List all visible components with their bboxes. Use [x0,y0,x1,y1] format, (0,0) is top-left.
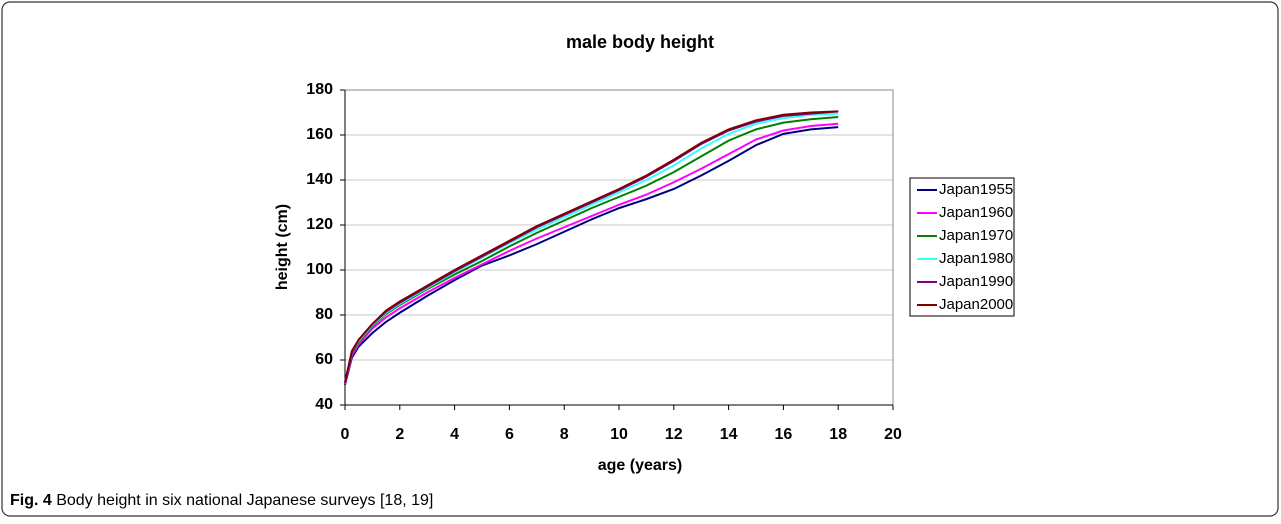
x-tick-label: 0 [341,426,350,443]
legend-label: Japan1960 [939,204,1013,221]
x-tick-label: 8 [560,426,569,443]
data-line [344,112,839,383]
data-line [344,122,839,384]
caption-label: Fig. 4 [10,492,52,509]
legend-label: Japan1970 [939,227,1013,244]
caption: Fig. 4 Body height in six national Japan… [10,492,433,509]
y-tick-label: 60 [315,351,333,368]
x-tick-label: 4 [450,426,459,443]
x-tick-label: 14 [720,426,738,443]
legend-label: Japan1980 [939,250,1013,267]
legend-label: Japan1955 [939,181,1013,198]
x-tick-label: 18 [829,426,847,443]
x-tick-label: 20 [884,426,902,443]
x-axis-label: age (years) [598,457,683,474]
legend-box [909,177,1015,317]
caption-text: Body height in six national Japanese sur… [56,492,433,509]
x-tick-label: 2 [395,426,404,443]
y-axis-label: height (cm) [274,204,291,290]
legend-label: Japan1990 [939,273,1013,290]
x-tick-label: 6 [505,426,514,443]
data-line [344,116,839,383]
y-tick-label: 180 [306,81,333,98]
y-tick-label: 120 [306,216,333,233]
y-tick-label: 80 [315,306,333,323]
y-tick-label: 160 [306,126,333,143]
data-line [344,126,839,385]
y-tick-label: 100 [306,261,333,278]
x-tick-label: 12 [665,426,683,443]
y-tick-label: 40 [315,396,333,413]
data-line [344,110,839,383]
legend-label: Japan2000 [939,296,1013,313]
x-tick-label: 10 [610,426,628,443]
x-tick-label: 16 [775,426,793,443]
chart-title: male body height [566,32,714,52]
plot-border [344,89,894,406]
y-tick-label: 140 [306,171,333,188]
data-line [344,110,839,383]
